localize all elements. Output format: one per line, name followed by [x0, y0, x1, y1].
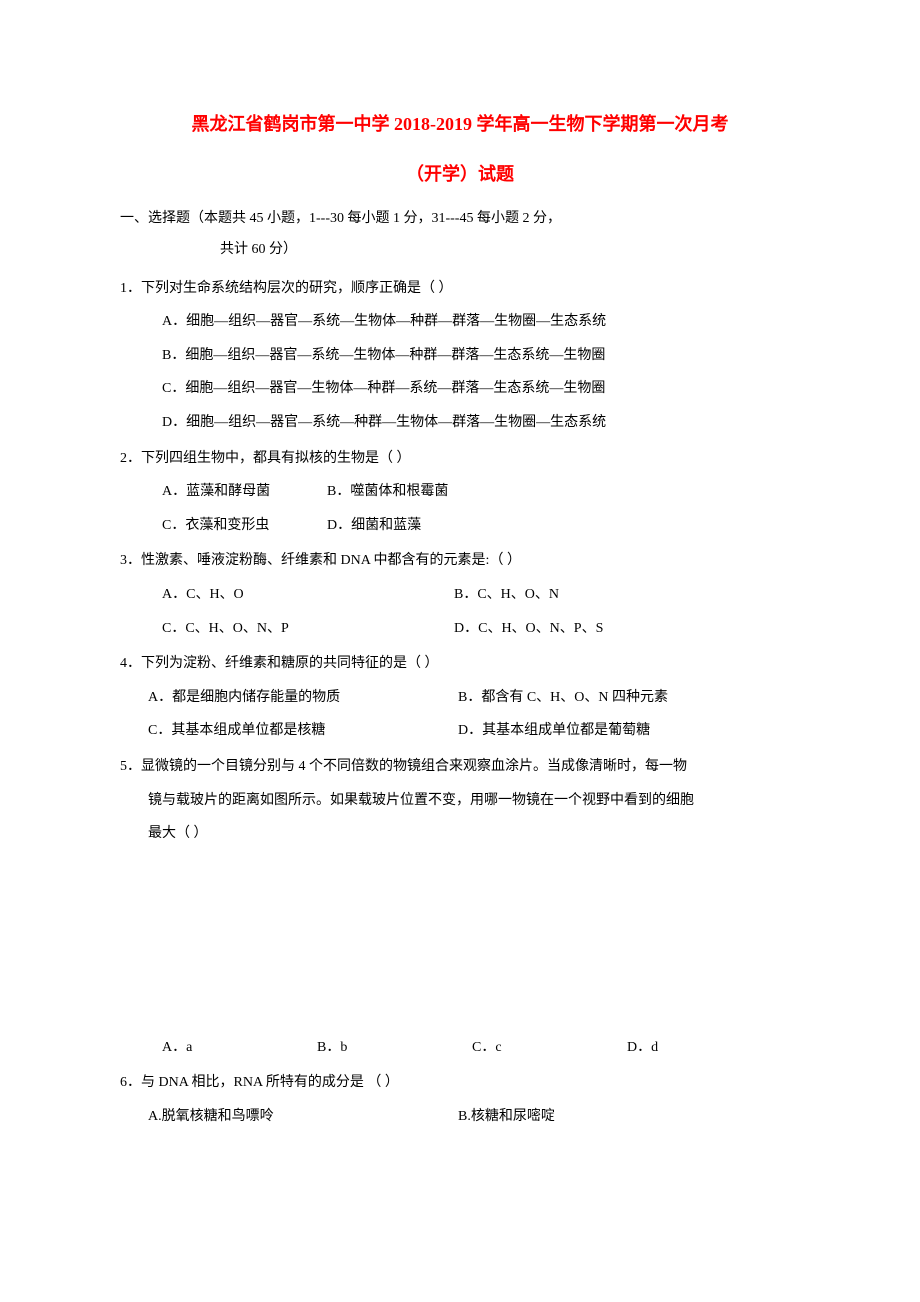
- q2-options-row2: C．衣藻和变形虫 D．细菌和蓝藻: [120, 509, 800, 543]
- question-6: 6．与 DNA 相比，RNA 所特有的成分是 （ ） A.脱氧核糖和鸟嘌呤 B.…: [120, 1066, 800, 1133]
- section-header-line1: 一、选择题（本题共 45 小题，1---30 每小题 1 分，31---45 每…: [120, 204, 800, 235]
- question-2: 2．下列四组生物中，都具有拟核的生物是（ ） A．蓝藻和酵母菌 B．噬菌体和根霉…: [120, 442, 800, 543]
- q4-text: 4．下列为淀粉、纤维素和糖原的共同特征的是（ ）: [120, 647, 800, 681]
- q2-text: 2．下列四组生物中，都具有拟核的生物是（ ）: [120, 442, 800, 476]
- main-title: 黑龙江省鹤岗市第一中学 2018-2019 学年高一生物下学期第一次月考: [120, 110, 800, 136]
- q4-options-row1: A．都是细胞内储存能量的物质 B．都含有 C、H、O、N 四种元素: [120, 681, 800, 715]
- q1-text: 1．下列对生命系统结构层次的研究，顺序正确是（ ）: [120, 272, 800, 306]
- q3-option-b: B．C、H、O、N: [454, 578, 559, 612]
- q6-options-row1: A.脱氧核糖和鸟嘌呤 B.核糖和尿嘧啶: [120, 1100, 800, 1134]
- q5-option-c: C．c: [472, 1031, 627, 1065]
- q1-option-a: A．细胞—组织—器官—系统—生物体—种群—群落—生物圈—生态系统: [120, 305, 800, 339]
- q1-option-b: B．细胞—组织—器官—系统—生物体—种群—群落—生态系统—生物圈: [120, 339, 800, 373]
- question-3: 3．性激素、唾液淀粉酶、纤维素和 DNA 中都含有的元素是:（ ） A．C、H、…: [120, 544, 800, 645]
- section-header-line2: 共计 60 分）: [120, 235, 800, 266]
- section-header: 一、选择题（本题共 45 小题，1---30 每小题 1 分，31---45 每…: [120, 204, 800, 266]
- q3-option-d: D．C、H、O、N、P、S: [454, 612, 603, 646]
- q5-diagram-space: [120, 851, 800, 1031]
- q5-text-line3: 最大（ ）: [120, 817, 800, 851]
- q3-options-row1: A．C、H、O B．C、H、O、N: [120, 578, 800, 612]
- sub-title: （开学）试题: [120, 160, 800, 186]
- q6-option-a: A.脱氧核糖和鸟嘌呤: [148, 1100, 458, 1134]
- q4-option-d: D．其基本组成单位都是葡萄糖: [458, 714, 650, 748]
- q2-options-row1: A．蓝藻和酵母菌 B．噬菌体和根霉菌: [120, 475, 800, 509]
- q5-option-b: B．b: [317, 1031, 472, 1065]
- q5-option-d: D．d: [627, 1031, 782, 1065]
- q5-text-line1: 5．显微镜的一个目镜分别与 4 个不同倍数的物镜组合来观察血涂片。当成像清晰时，…: [120, 750, 800, 784]
- q5-options: A．a B．b C．c D．d: [120, 1031, 800, 1065]
- q4-options-row2: C．其基本组成单位都是核糖 D．其基本组成单位都是葡萄糖: [120, 714, 800, 748]
- q4-option-a: A．都是细胞内储存能量的物质: [148, 681, 458, 715]
- q3-option-c: C．C、H、O、N、P: [162, 612, 454, 646]
- q6-option-b: B.核糖和尿嘧啶: [458, 1100, 555, 1134]
- q2-option-d: D．细菌和蓝藻: [327, 509, 421, 543]
- q4-option-c: C．其基本组成单位都是核糖: [148, 714, 458, 748]
- q5-option-a: A．a: [162, 1031, 317, 1065]
- q2-option-c: C．衣藻和变形虫: [162, 509, 327, 543]
- question-5: 5．显微镜的一个目镜分别与 4 个不同倍数的物镜组合来观察血涂片。当成像清晰时，…: [120, 750, 800, 1064]
- q3-option-a: A．C、H、O: [162, 578, 454, 612]
- q2-option-a: A．蓝藻和酵母菌: [162, 475, 327, 509]
- q3-text: 3．性激素、唾液淀粉酶、纤维素和 DNA 中都含有的元素是:（ ）: [120, 544, 800, 578]
- q4-option-b: B．都含有 C、H、O、N 四种元素: [458, 681, 668, 715]
- q1-option-c: C．细胞—组织—器官—生物体—种群—系统—群落—生态系统—生物圈: [120, 372, 800, 406]
- q3-options-row2: C．C、H、O、N、P D．C、H、O、N、P、S: [120, 612, 800, 646]
- q5-text-line2: 镜与载玻片的距离如图所示。如果载玻片位置不变，用哪一物镜在一个视野中看到的细胞: [120, 784, 800, 818]
- q1-option-d: D．细胞—组织—器官—系统—种群—生物体—群落—生物圈—生态系统: [120, 406, 800, 440]
- question-1: 1．下列对生命系统结构层次的研究，顺序正确是（ ） A．细胞—组织—器官—系统—…: [120, 272, 800, 440]
- question-4: 4．下列为淀粉、纤维素和糖原的共同特征的是（ ） A．都是细胞内储存能量的物质 …: [120, 647, 800, 748]
- q6-text: 6．与 DNA 相比，RNA 所特有的成分是 （ ）: [120, 1066, 800, 1100]
- q2-option-b: B．噬菌体和根霉菌: [327, 475, 448, 509]
